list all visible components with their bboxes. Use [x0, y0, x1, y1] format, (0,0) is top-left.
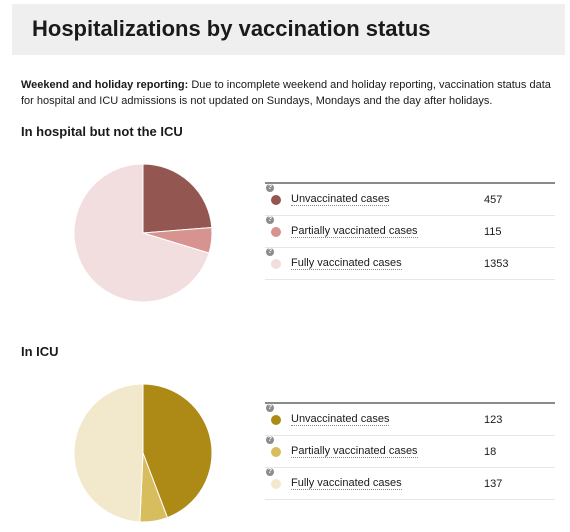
legend-value: 123 [484, 414, 503, 426]
legend-label[interactable]: Unvaccinated cases [291, 413, 390, 426]
legend-color-swatch [271, 415, 281, 425]
legend-color-swatch [271, 227, 281, 237]
icu-section-title: In ICU [21, 344, 59, 359]
hospital-legend-row-partially-vaccinated-cases: Partially vaccinated cases? 115 [265, 216, 555, 248]
legend-color-swatch [271, 195, 281, 205]
legend-color-swatch [271, 479, 281, 489]
legend-label[interactable]: Fully vaccinated cases [291, 257, 402, 270]
legend-value: 1353 [484, 258, 509, 270]
hospital-legend: Unvaccinated cases? 457 Partially vaccinat… [265, 182, 555, 280]
hospital-legend-row-unvaccinated-cases: Unvaccinated cases? 457 [265, 184, 555, 216]
icu-pie-chart [73, 383, 213, 523]
notice-text: Due to incomplete weekend and holiday re… [21, 79, 551, 107]
notice-lead: Weekend and holiday reporting: [21, 79, 189, 91]
legend-label[interactable]: Fully vaccinated cases [291, 477, 402, 490]
page-header: Hospitalizations by vaccination status [12, 4, 565, 55]
reporting-notice: Weekend and holiday reporting: Due to in… [21, 77, 556, 109]
icu-legend-row-partially-vaccinated-cases: Partially vaccinated cases? 18 [265, 436, 555, 468]
hospital-slice-fully-vaccinated-cases[interactable] [73, 163, 210, 303]
help-icon[interactable]: ? [266, 184, 274, 192]
legend-label[interactable]: Partially vaccinated cases [291, 225, 418, 238]
hospital-legend-row-fully-vaccinated-cases: Fully vaccinated cases? 1353 [265, 248, 555, 280]
icu-legend: Unvaccinated cases? 123 Partially vaccinat… [265, 402, 555, 500]
icu-legend-row-unvaccinated-cases: Unvaccinated cases? 123 [265, 404, 555, 436]
icu-legend-row-fully-vaccinated-cases: Fully vaccinated cases? 137 [265, 468, 555, 500]
help-icon[interactable]: ? [266, 404, 274, 412]
legend-value: 18 [484, 446, 497, 458]
legend-value: 457 [484, 194, 503, 206]
legend-color-swatch [271, 259, 281, 269]
legend-value: 115 [484, 226, 502, 238]
help-icon[interactable]: ? [266, 436, 274, 444]
icu-slice-fully-vaccinated-cases[interactable] [73, 383, 144, 523]
page-title: Hospitalizations by vaccination status [32, 16, 431, 41]
hospital-section-title: In hospital but not the ICU [21, 124, 183, 139]
icu-slice-unvaccinated-cases[interactable] [142, 383, 213, 519]
help-icon[interactable]: ? [266, 468, 274, 476]
legend-label[interactable]: Partially vaccinated cases [291, 445, 418, 458]
hospital-slice-unvaccinated-cases[interactable] [142, 163, 213, 234]
legend-label[interactable]: Unvaccinated cases [291, 193, 390, 206]
help-icon[interactable]: ? [266, 248, 274, 256]
help-icon[interactable]: ? [266, 216, 274, 224]
legend-value: 137 [484, 478, 503, 490]
hospital-pie-chart [73, 163, 213, 303]
legend-color-swatch [271, 447, 281, 457]
